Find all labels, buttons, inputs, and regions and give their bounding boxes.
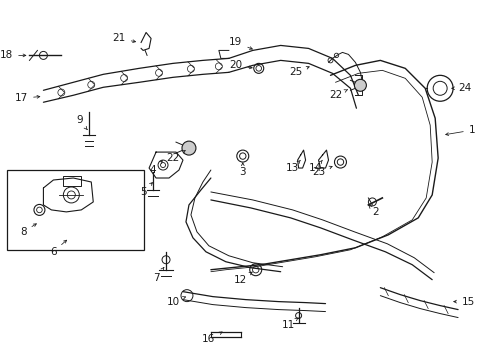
Text: 3: 3 <box>239 163 245 177</box>
Circle shape <box>182 141 196 155</box>
Bar <box>6 170 144 250</box>
Text: 14: 14 <box>308 160 322 173</box>
Text: 21: 21 <box>112 33 135 44</box>
Text: 22: 22 <box>328 90 347 100</box>
Text: 22: 22 <box>166 150 185 163</box>
Text: 8: 8 <box>20 224 36 237</box>
Text: 18: 18 <box>0 50 26 60</box>
Text: 7: 7 <box>152 267 163 283</box>
Text: 9: 9 <box>76 115 87 130</box>
Text: 25: 25 <box>288 67 308 77</box>
Text: 5: 5 <box>140 183 152 197</box>
Text: 6: 6 <box>50 240 66 257</box>
Text: 2: 2 <box>368 206 378 217</box>
Text: 23: 23 <box>311 166 331 177</box>
Text: 20: 20 <box>229 60 252 70</box>
Text: 12: 12 <box>234 272 252 285</box>
Text: 4: 4 <box>149 161 162 175</box>
Text: 10: 10 <box>166 297 185 307</box>
Text: 11: 11 <box>282 318 298 329</box>
Text: 17: 17 <box>15 93 40 103</box>
Text: 15: 15 <box>453 297 474 307</box>
Text: 24: 24 <box>451 83 471 93</box>
Text: 19: 19 <box>229 37 252 49</box>
Text: 1: 1 <box>445 125 474 135</box>
Circle shape <box>354 79 366 91</box>
Bar <box>63 176 81 186</box>
Text: 13: 13 <box>285 160 300 173</box>
Text: 16: 16 <box>202 332 222 345</box>
